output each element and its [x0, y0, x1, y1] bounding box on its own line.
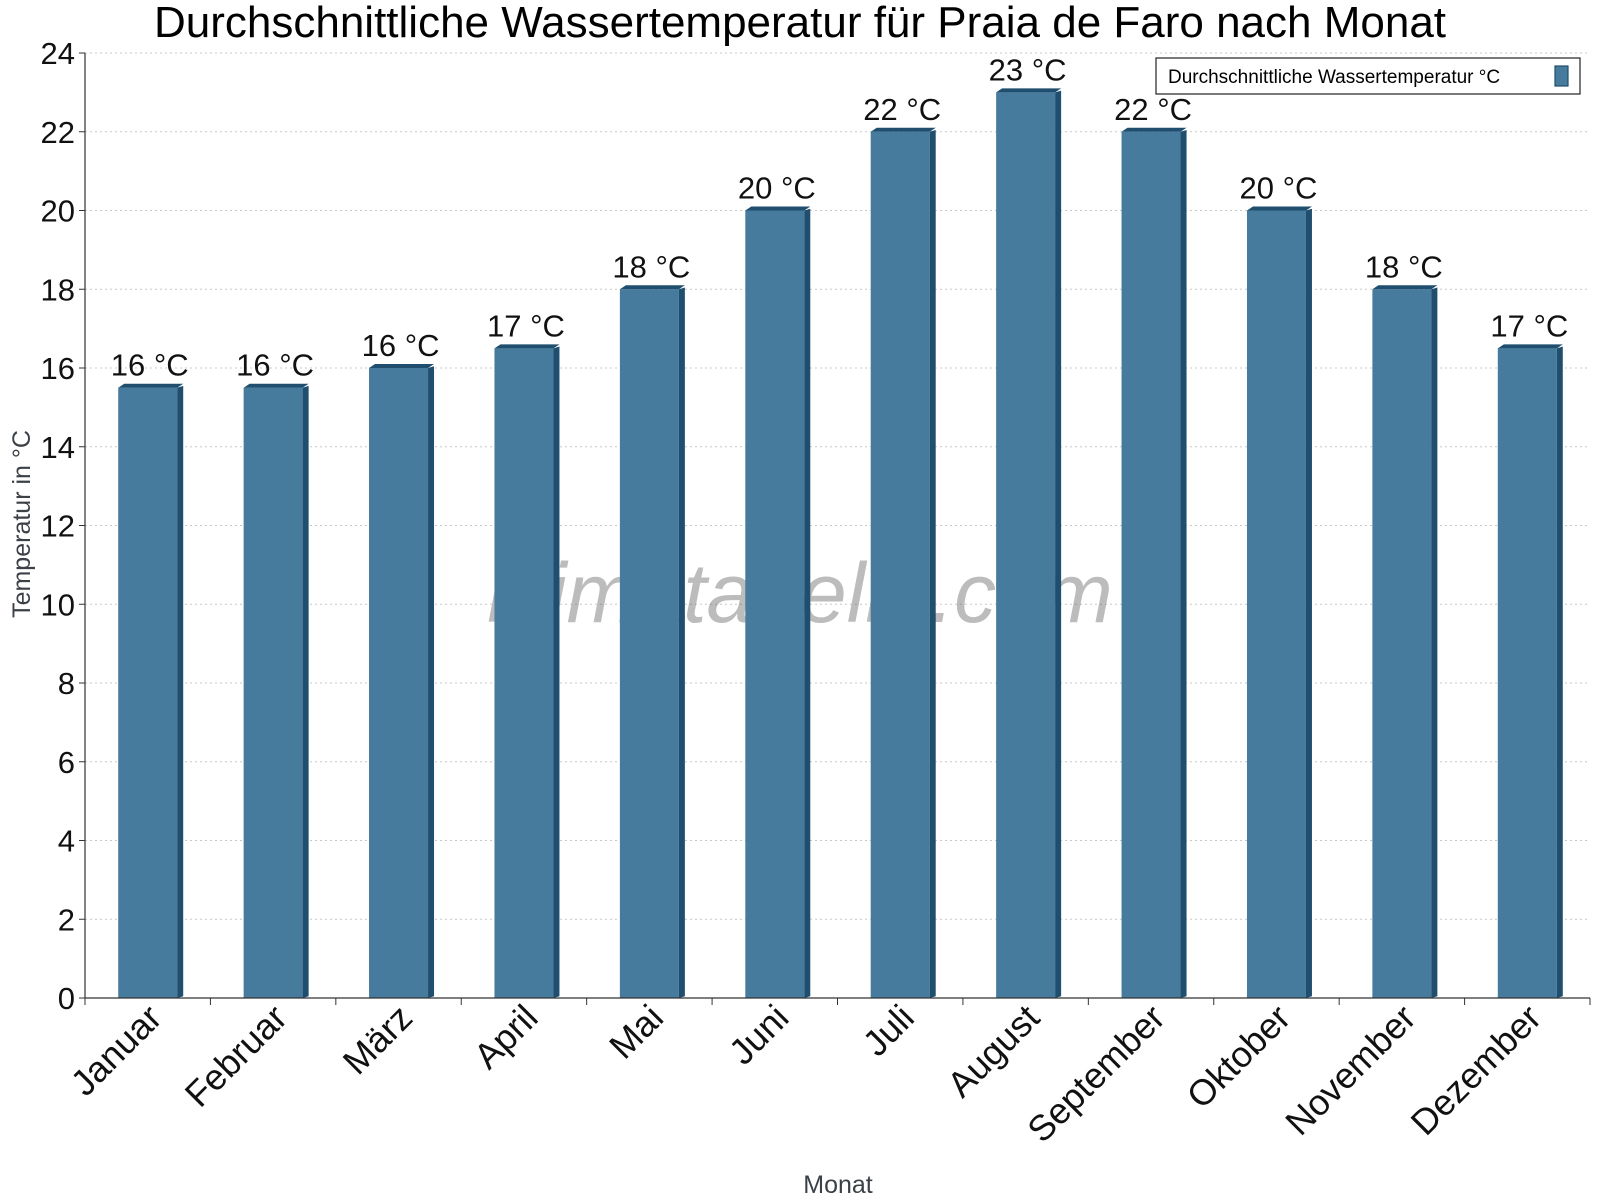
y-axis-title: Temperatur in °C: [8, 430, 36, 618]
x-axis-ticks: Januar Februar März April Mai Juni Juli AugustS…: [63, 997, 1591, 1151]
bar-top: [369, 364, 435, 368]
legend-label: Durchschnittliche Wassertemperatur °C: [1168, 67, 1500, 88]
bar-top: [494, 344, 560, 349]
x-tick-label: Juli: [855, 997, 922, 1064]
x-tick-label: Dezember: [1403, 997, 1549, 1143]
bar-april: [494, 344, 560, 998]
y-tick-label: 10: [41, 587, 75, 622]
bar-side: [678, 287, 685, 998]
y-tick-label: 2: [58, 902, 75, 937]
bar-top: [1497, 344, 1563, 349]
legend-swatch: [1554, 65, 1569, 87]
bar-februar: [243, 383, 309, 998]
bar-märz: [369, 364, 435, 998]
bar-side: [929, 129, 936, 998]
value-label: 23 °C: [989, 52, 1067, 87]
data-labels: 16 °C 16 °C 16 °C 17 °C 18 °C 20 °C 22 °C 23 °C…: [111, 52, 1568, 382]
x-tick-label: April: [466, 997, 546, 1077]
bar-oktober: [1246, 206, 1312, 998]
legend-box: [1155, 57, 1581, 95]
x-tick-label: Februar: [177, 997, 295, 1115]
x-tick-label: August: [939, 997, 1047, 1105]
bar-front: [1246, 210, 1306, 998]
x-tick-label: März: [335, 997, 421, 1083]
bar-front: [243, 387, 303, 998]
x-tick-label: Mai: [601, 997, 671, 1067]
bar-front: [494, 348, 554, 998]
bar-top: [870, 127, 936, 132]
x-tick-label: Oktober: [1179, 997, 1299, 1117]
bar-front: [1372, 289, 1432, 998]
value-label: 16 °C: [236, 348, 314, 383]
bar-front: [369, 368, 429, 998]
y-tick-label: 4: [58, 824, 75, 859]
bar-front: [996, 92, 1056, 998]
y-tick-label: 12: [41, 509, 75, 544]
bar-top: [1246, 206, 1312, 211]
value-label: 17 °C: [487, 308, 565, 343]
x-tick-label: September: [1019, 997, 1173, 1151]
bar-november: [1372, 285, 1438, 998]
x-tick-label: Januar: [63, 997, 170, 1104]
y-tick-label: 16: [41, 351, 75, 386]
value-label: 16 °C: [111, 348, 189, 383]
bar-front: [118, 387, 178, 998]
bars: [118, 88, 1563, 998]
bar-front: [1121, 131, 1181, 998]
chart-title: Durchschnittliche Wassertemperatur für P…: [154, 0, 1446, 47]
bar-top: [1121, 127, 1187, 132]
bar-side: [1305, 208, 1312, 998]
bar-september: [1121, 127, 1187, 998]
y-tick-label: 18: [41, 272, 75, 307]
bar-side: [1431, 287, 1438, 998]
bar-dezember: [1497, 344, 1563, 998]
value-label: 22 °C: [1114, 92, 1192, 127]
y-tick-label: 6: [58, 745, 75, 780]
bar-top: [1372, 285, 1438, 290]
bar-front: [1497, 348, 1557, 998]
bar-juni: [745, 206, 811, 998]
bar-front: [619, 289, 679, 998]
value-label: 20 °C: [738, 171, 816, 206]
value-label: 16 °C: [362, 328, 440, 363]
bar-side: [553, 346, 560, 998]
y-tick-label: 24: [41, 36, 75, 71]
y-tick-label: 14: [41, 430, 75, 465]
legend: Durchschnittliche Wassertemperatur °C: [1155, 57, 1581, 95]
bar-side: [804, 208, 811, 998]
value-label: 18 °C: [1365, 249, 1443, 284]
bar-top: [745, 206, 811, 211]
bar-top: [996, 88, 1062, 93]
bar-juli: [870, 127, 936, 998]
x-tick-label: November: [1277, 997, 1423, 1143]
y-tick-label: 22: [41, 115, 75, 150]
y-tick-label: 0: [58, 981, 75, 1016]
x-axis-title: Monat: [803, 1171, 873, 1199]
bar-top: [619, 285, 685, 290]
bar-side: [1556, 346, 1563, 998]
bar-august: [996, 88, 1062, 998]
bar-side: [1055, 90, 1062, 998]
value-label: 18 °C: [612, 249, 690, 284]
bar-side: [1180, 129, 1187, 998]
bar-side: [302, 385, 309, 998]
bar-top: [118, 383, 184, 388]
y-tick-label: 8: [58, 666, 75, 701]
x-tick-label: Juni: [721, 997, 797, 1073]
bar-side: [177, 385, 184, 998]
gridlines: [85, 52, 1590, 920]
value-label: 22 °C: [863, 92, 941, 127]
bar-januar: [118, 383, 184, 998]
value-label: 20 °C: [1240, 171, 1318, 206]
bar-front: [870, 131, 930, 998]
bar-top: [243, 383, 309, 388]
bar-mai: [619, 285, 685, 998]
bar-front: [745, 210, 805, 998]
value-label: 17 °C: [1490, 308, 1568, 343]
bar-side: [428, 366, 435, 998]
y-tick-label: 20: [41, 194, 75, 229]
